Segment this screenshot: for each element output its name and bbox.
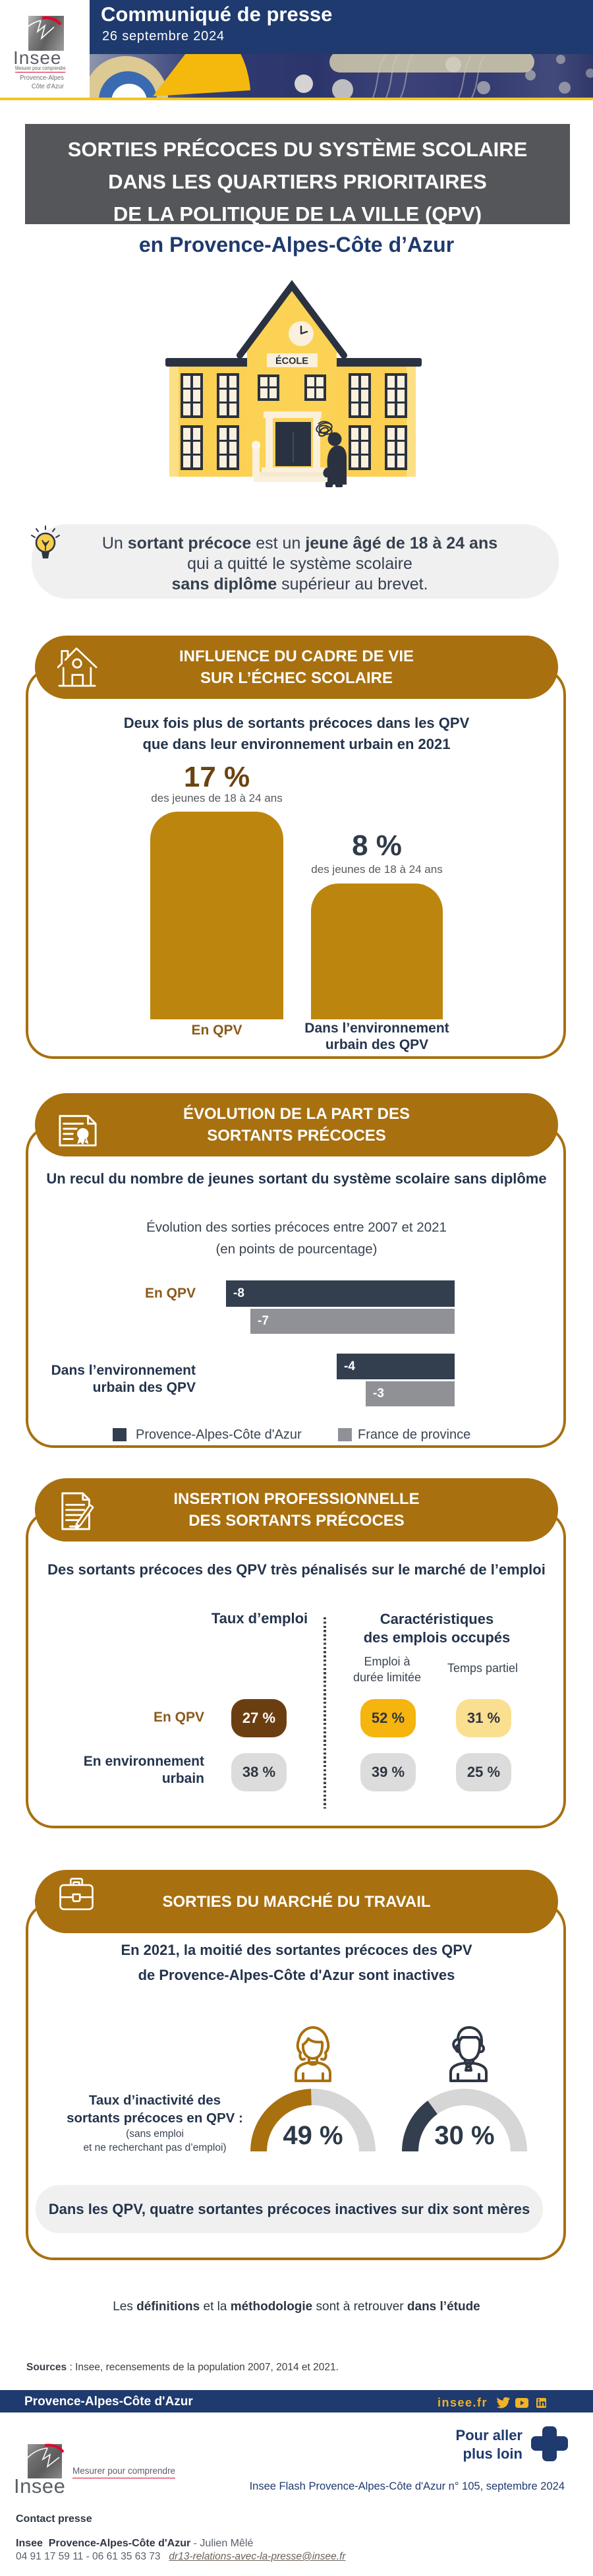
svg-text:ÉCOLE: ÉCOLE <box>275 355 308 367</box>
